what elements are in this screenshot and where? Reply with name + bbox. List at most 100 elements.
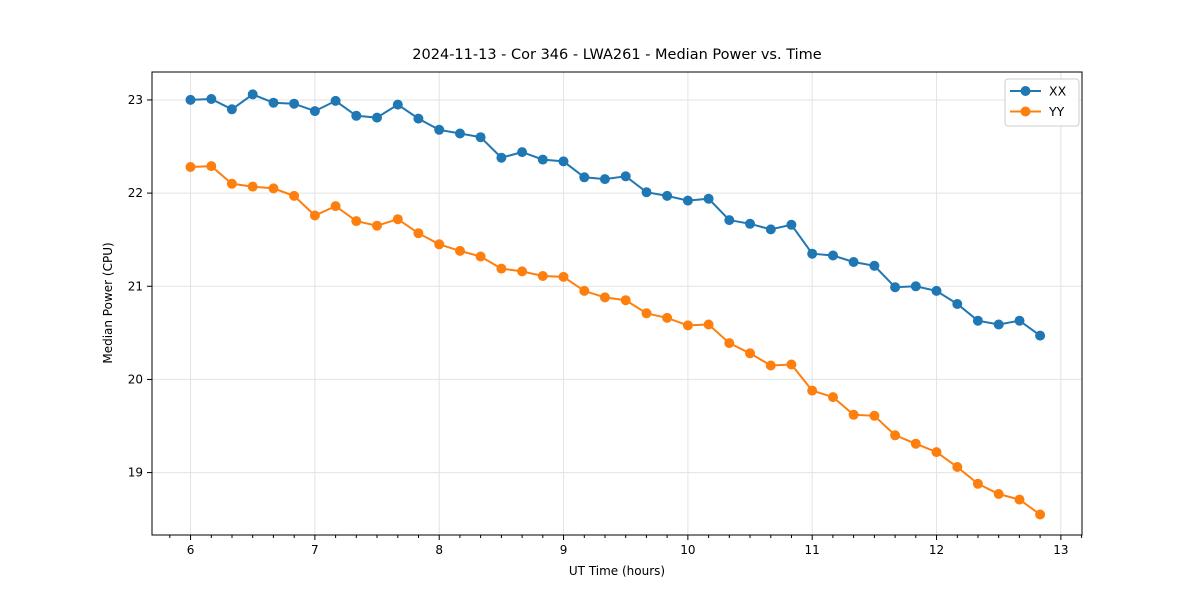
series-YY: [185, 161, 1046, 520]
data-point-XX: [309, 106, 320, 117]
data-point-XX: [662, 190, 673, 201]
data-point-XX: [952, 299, 963, 309]
x-tick-label: 13: [1053, 543, 1068, 557]
data-point-YY: [807, 385, 818, 396]
data-point-XX: [703, 193, 714, 204]
data-point-YY: [620, 295, 631, 306]
legend-frame: [1004, 78, 1080, 127]
data-point-YY: [455, 245, 465, 256]
x-tick-label: 9: [560, 543, 568, 557]
data-point-YY: [413, 228, 424, 239]
data-point-YY: [289, 190, 300, 201]
data-point-XX: [972, 315, 983, 326]
data-point-YY: [828, 392, 838, 403]
legend-label-YY: YY: [1048, 104, 1065, 119]
data-point-YY: [972, 478, 983, 489]
data-point-YY: [206, 161, 217, 172]
data-point-YY: [931, 447, 942, 458]
data-point-YY: [330, 201, 341, 212]
data-point-XX: [496, 152, 507, 163]
data-point-XX: [392, 99, 403, 110]
data-point-YY: [558, 271, 569, 282]
data-point-YY: [599, 292, 610, 303]
data-point-YY: [579, 285, 590, 296]
data-point-YY: [537, 271, 548, 281]
data-point-XX: [537, 154, 548, 165]
data-point-XX: [1035, 330, 1046, 341]
data-point-XX: [351, 110, 362, 121]
data-point-XX: [745, 218, 755, 229]
data-point-XX: [330, 95, 341, 106]
x-tick-label: 6: [187, 543, 195, 557]
series-XX: [185, 89, 1046, 341]
y-tick-label: 20: [128, 372, 143, 386]
data-point-YY: [392, 214, 403, 225]
data-point-YY: [434, 239, 445, 250]
y-tick-label: 19: [128, 466, 143, 480]
x-tick-label: 7: [311, 543, 319, 557]
x-axis-label: UT Time (hours): [568, 564, 666, 578]
data-point-YY: [745, 348, 755, 359]
data-point-XX: [599, 174, 610, 185]
data-point-XX: [579, 172, 590, 183]
data-point-XX: [869, 260, 880, 271]
data-point-XX: [786, 219, 797, 230]
data-point-XX: [185, 94, 196, 105]
data-point-YY: [848, 409, 859, 420]
data-point-YY: [641, 308, 652, 319]
data-point-YY: [703, 319, 714, 330]
data-point-YY: [786, 359, 797, 370]
data-point-XX: [289, 98, 300, 109]
x-tick-label: 8: [435, 543, 443, 557]
data-point-XX: [434, 124, 445, 135]
y-tick-label: 21: [128, 279, 143, 293]
data-point-YY: [724, 338, 735, 349]
data-point-XX: [620, 171, 631, 182]
data-point-XX: [765, 224, 776, 235]
data-point-XX: [372, 112, 382, 123]
data-point-XX: [226, 104, 237, 115]
data-point-XX: [517, 147, 528, 158]
data-point-YY: [869, 410, 880, 421]
data-point-YY: [517, 266, 528, 277]
y-tick-label: 23: [128, 93, 143, 107]
data-point-XX: [558, 156, 569, 167]
data-point-XX: [475, 132, 486, 143]
data-point-XX: [206, 94, 217, 104]
x-tick-label: 12: [929, 543, 944, 557]
axes-box: [151, 71, 1083, 536]
data-point-YY: [475, 251, 486, 262]
data-point-XX: [682, 195, 693, 206]
data-point-XX: [641, 187, 652, 198]
data-point-XX: [455, 128, 465, 139]
chart-title: 2024-11-13 - Cor 346 - LWA261 - Median P…: [412, 47, 822, 63]
data-point-YY: [247, 181, 258, 192]
x-tick-label: 11: [805, 543, 820, 557]
data-point-XX: [268, 97, 279, 108]
data-point-YY: [1035, 509, 1046, 520]
data-point-XX: [828, 250, 838, 261]
data-point-XX: [993, 319, 1004, 330]
data-point-YY: [309, 210, 320, 221]
data-point-YY: [185, 162, 196, 172]
legend-marker-YY: [1020, 106, 1031, 117]
data-point-YY: [1014, 494, 1025, 505]
data-point-XX: [890, 282, 901, 293]
x-tick-label: 10: [680, 543, 695, 557]
legend-marker-XX: [1020, 86, 1031, 96]
data-point-YY: [372, 220, 382, 231]
data-point-XX: [247, 89, 258, 100]
data-point-XX: [931, 285, 942, 296]
data-point-YY: [268, 183, 279, 194]
data-point-XX: [1014, 315, 1025, 326]
data-point-XX: [807, 248, 818, 259]
data-point-YY: [910, 438, 921, 449]
data-point-YY: [496, 263, 507, 274]
data-point-XX: [724, 215, 735, 226]
data-point-YY: [226, 178, 237, 189]
data-point-XX: [910, 281, 921, 292]
data-point-YY: [351, 216, 362, 227]
data-point-YY: [952, 462, 963, 472]
